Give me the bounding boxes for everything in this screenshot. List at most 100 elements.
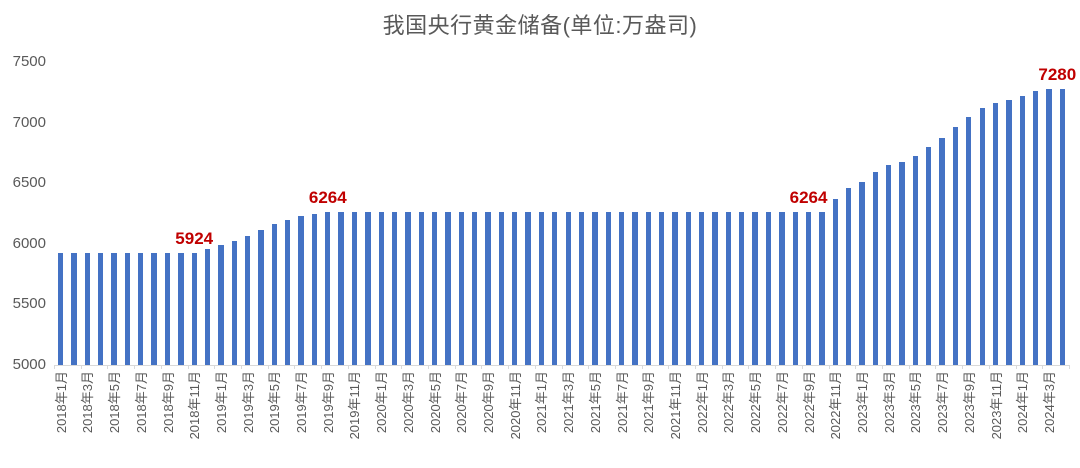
bar [886,165,892,365]
x-tick-label: 2019年9月 [320,371,336,434]
bar [779,211,785,365]
axis-tick-mark [187,365,189,369]
axis-tick-mark [54,365,55,369]
bar [552,211,558,365]
x-tick-label: 2020年1月 [374,371,390,434]
bar [899,161,905,365]
bar [458,211,464,365]
axis-tick-mark [508,365,510,369]
bar [191,253,197,365]
x-tick-label: 2023年1月 [854,371,870,434]
data-label: 7280 [1038,64,1077,84]
data-label: 6264 [308,187,347,207]
axis-tick-mark [801,365,803,369]
x-tick-label: 2019年5月 [267,371,283,434]
bar [258,230,264,365]
x-tick-label: 2018年5月 [107,371,123,434]
bar [872,172,878,365]
y-tick-label: 5000 [12,356,46,373]
plot-area [54,62,1069,365]
x-tick-label: 2023年9月 [961,371,977,434]
bar [178,253,184,365]
axis-tick-mark [1069,365,1070,369]
bar [244,236,251,365]
bar [992,103,999,365]
bar [285,220,291,365]
bar [765,211,772,365]
axis-tick-mark [534,365,536,369]
axis-tick-mark [614,365,616,369]
axis-tick-mark [775,365,777,369]
axis-tick-mark [481,365,483,369]
bar [605,211,611,365]
y-tick-label: 5500 [12,295,46,313]
x-tick-label: 2022年1月 [694,371,710,434]
bar [819,211,825,365]
bar [618,211,625,365]
bar [712,211,718,365]
data-label: 5924 [175,229,214,248]
bar [792,211,798,365]
axis-tick-mark [828,365,830,369]
bar [739,211,745,365]
bar [685,211,692,365]
chart-title: 我国央行黄金储备(单位:万盎司) [382,13,698,38]
bar [512,211,518,365]
x-tick-label: 2020年5月 [427,371,443,434]
x-tick-label: 2024年3月 [1041,371,1057,434]
bar [351,211,358,365]
bar [752,211,758,365]
x-tick-label: 2019年1月 [213,371,229,434]
bar [912,155,919,365]
bar [311,214,318,365]
bar [805,211,812,365]
bar [1019,96,1025,365]
bar [1032,91,1039,365]
x-tick-label: 2021年3月 [561,371,577,434]
axis-tick-mark [855,365,857,369]
x-tick-label: 2021年11月 [668,371,684,440]
bar [325,211,331,365]
axis-tick-mark [1015,365,1017,369]
bar [966,117,972,365]
bar [111,253,117,365]
axis-tick-mark [721,365,723,369]
axis-tick-mark [267,365,269,369]
axis-tick-mark [214,365,216,369]
y-tick-label: 7000 [12,113,46,131]
bar [592,211,598,365]
x-tick-label: 2021年5月 [587,371,603,434]
bar [58,253,64,365]
bar [472,211,478,365]
bar [431,211,438,365]
x-tick-label: 2020年3月 [400,371,416,434]
axis-tick-mark [374,365,376,369]
axis-tick-mark [908,365,910,369]
x-tick-label: 2018年11月 [187,371,203,440]
axis-tick-mark [962,365,964,369]
bar [405,211,411,365]
bar [672,211,678,365]
axis-tick-mark [561,365,563,369]
axis-tick-mark [240,365,242,369]
y-tick-label: 7500 [12,53,46,70]
x-tick-label: 2020年7月 [454,371,470,434]
axis-tick-mark [1042,365,1044,369]
bar [939,138,945,365]
bar [658,211,665,365]
bar [124,253,131,365]
bar [378,211,384,365]
x-tick-label: 2023年11月 [988,371,1004,440]
bar [859,181,865,365]
x-tick-label: 2024年1月 [1015,371,1031,434]
axis-tick-mark [988,365,990,369]
bar [725,211,732,365]
bar [84,253,91,365]
bar [138,253,144,365]
y-tick-label: 6500 [12,174,46,192]
bar [204,249,211,365]
bar [645,211,651,365]
axis-tick-mark [80,365,82,369]
bar [338,211,344,365]
bar [151,253,157,365]
